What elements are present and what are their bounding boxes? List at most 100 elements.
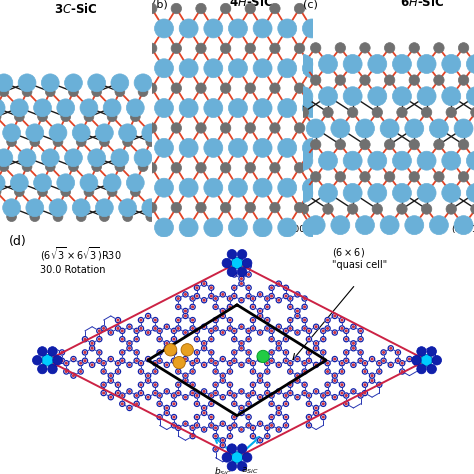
Circle shape — [184, 423, 186, 425]
Circle shape — [252, 306, 254, 308]
Circle shape — [146, 123, 157, 133]
Circle shape — [146, 212, 155, 221]
Circle shape — [276, 341, 282, 346]
Circle shape — [290, 371, 291, 373]
Circle shape — [253, 218, 272, 237]
Circle shape — [220, 438, 226, 443]
Circle shape — [315, 343, 317, 344]
Circle shape — [381, 350, 386, 355]
Circle shape — [155, 384, 156, 386]
Circle shape — [196, 425, 198, 426]
Circle shape — [172, 337, 177, 342]
Circle shape — [220, 330, 226, 335]
Circle shape — [209, 328, 214, 334]
Circle shape — [229, 319, 231, 321]
Circle shape — [164, 410, 169, 416]
Circle shape — [353, 364, 354, 366]
Circle shape — [269, 423, 274, 428]
Circle shape — [26, 124, 44, 142]
Circle shape — [302, 361, 307, 366]
Circle shape — [146, 202, 157, 213]
Circle shape — [171, 163, 182, 173]
Circle shape — [297, 293, 298, 295]
Circle shape — [108, 378, 113, 383]
Circle shape — [155, 99, 173, 118]
Circle shape — [103, 362, 104, 364]
Circle shape — [246, 337, 251, 342]
Circle shape — [288, 391, 293, 396]
Circle shape — [325, 382, 330, 387]
Circle shape — [269, 358, 274, 364]
Circle shape — [295, 373, 300, 378]
Circle shape — [252, 392, 254, 394]
Circle shape — [231, 257, 243, 269]
Circle shape — [210, 295, 212, 297]
Circle shape — [138, 326, 144, 331]
Circle shape — [192, 392, 193, 394]
Circle shape — [228, 99, 247, 118]
Circle shape — [248, 273, 249, 275]
Circle shape — [153, 382, 158, 387]
Circle shape — [434, 360, 436, 362]
Circle shape — [210, 403, 212, 405]
Circle shape — [294, 55, 313, 73]
Circle shape — [360, 43, 370, 53]
Circle shape — [351, 389, 356, 394]
Circle shape — [306, 337, 311, 342]
Circle shape — [371, 380, 373, 382]
Circle shape — [157, 414, 162, 419]
Circle shape — [248, 352, 249, 353]
Circle shape — [41, 149, 59, 167]
Circle shape — [322, 330, 324, 332]
Circle shape — [360, 75, 370, 85]
Circle shape — [203, 300, 205, 301]
Circle shape — [409, 43, 419, 53]
Circle shape — [166, 347, 168, 349]
Circle shape — [140, 384, 142, 386]
Circle shape — [269, 393, 274, 398]
Circle shape — [115, 369, 120, 374]
Circle shape — [278, 407, 280, 409]
Circle shape — [0, 187, 1, 197]
Circle shape — [341, 392, 343, 394]
Circle shape — [335, 43, 346, 53]
Circle shape — [155, 362, 156, 364]
Circle shape — [362, 391, 367, 396]
Circle shape — [101, 361, 106, 366]
Circle shape — [308, 416, 310, 418]
Circle shape — [222, 258, 232, 268]
Circle shape — [351, 341, 356, 346]
Circle shape — [130, 187, 140, 197]
Circle shape — [69, 87, 78, 97]
Circle shape — [222, 375, 224, 376]
Circle shape — [302, 218, 321, 237]
Text: $a_{SiC}$: $a_{SiC}$ — [241, 466, 258, 474]
Circle shape — [362, 382, 367, 387]
Circle shape — [201, 405, 207, 410]
Circle shape — [390, 364, 392, 366]
Circle shape — [82, 358, 88, 364]
Circle shape — [392, 55, 411, 73]
Circle shape — [210, 416, 212, 418]
Circle shape — [319, 87, 337, 106]
Circle shape — [210, 360, 212, 362]
Circle shape — [270, 163, 280, 173]
Circle shape — [76, 137, 86, 146]
Circle shape — [190, 369, 195, 374]
Circle shape — [332, 373, 337, 378]
Circle shape — [241, 407, 242, 409]
Circle shape — [458, 43, 469, 53]
Circle shape — [264, 318, 270, 323]
Circle shape — [173, 360, 175, 362]
Circle shape — [57, 174, 74, 191]
Circle shape — [295, 378, 300, 383]
Circle shape — [209, 401, 214, 406]
Circle shape — [233, 338, 235, 340]
Circle shape — [134, 149, 152, 167]
Circle shape — [313, 410, 319, 416]
Circle shape — [121, 395, 123, 396]
Circle shape — [164, 344, 177, 356]
Circle shape — [157, 350, 162, 355]
Circle shape — [190, 326, 195, 331]
Circle shape — [166, 343, 168, 344]
